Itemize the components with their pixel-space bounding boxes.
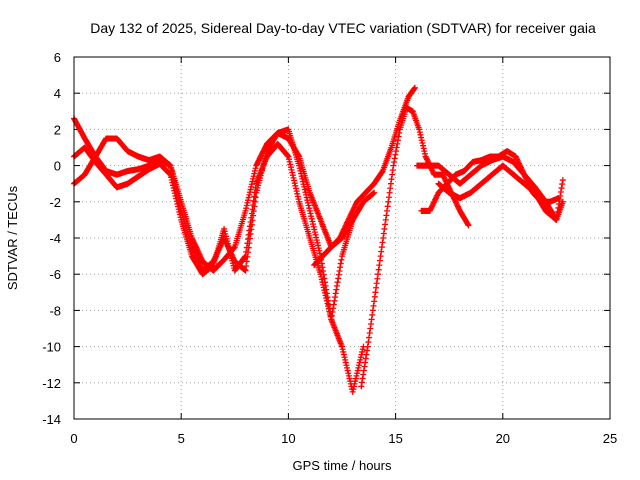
data-point	[464, 221, 471, 228]
y-axis-label: SDTVAR / TECUs	[5, 185, 20, 290]
y-tick-label: 6	[54, 50, 61, 65]
y-tick-label: -12	[42, 376, 61, 391]
y-tick-label: -4	[49, 231, 61, 246]
x-tick-label: 0	[70, 431, 77, 446]
data-points	[71, 84, 566, 395]
data-point	[379, 169, 386, 176]
x-tick-label: 25	[603, 431, 617, 446]
y-tick-label: 0	[54, 159, 61, 174]
y-tick-label: -6	[49, 267, 61, 282]
series-track-2	[71, 126, 356, 323]
series-track-8	[414, 153, 566, 223]
data-point	[411, 84, 418, 91]
y-tick-label: 2	[54, 122, 61, 137]
y-tick-label: -10	[42, 340, 61, 355]
series-track-3	[71, 140, 367, 395]
x-tick-label: 20	[496, 431, 510, 446]
data-point	[559, 198, 566, 205]
x-tick-label: 5	[178, 431, 185, 446]
chart-title: Day 132 of 2025, Sidereal Day-to-day VTE…	[90, 20, 596, 36]
y-tick-label: -14	[42, 412, 61, 427]
y-tick-label: -2	[49, 195, 61, 210]
x-tick-label: 15	[388, 431, 402, 446]
y-tick-label: 4	[54, 86, 61, 101]
x-tick-label: 10	[281, 431, 295, 446]
series-track-5	[311, 84, 418, 269]
series-track-7	[435, 162, 566, 223]
data-point	[371, 189, 378, 196]
data-point	[465, 222, 472, 229]
series-track-4	[358, 104, 472, 390]
data-point	[559, 177, 566, 184]
x-axis-label: GPS time / hours	[293, 458, 392, 473]
plot-frame	[73, 56, 611, 420]
y-tick-label: -8	[49, 303, 61, 318]
